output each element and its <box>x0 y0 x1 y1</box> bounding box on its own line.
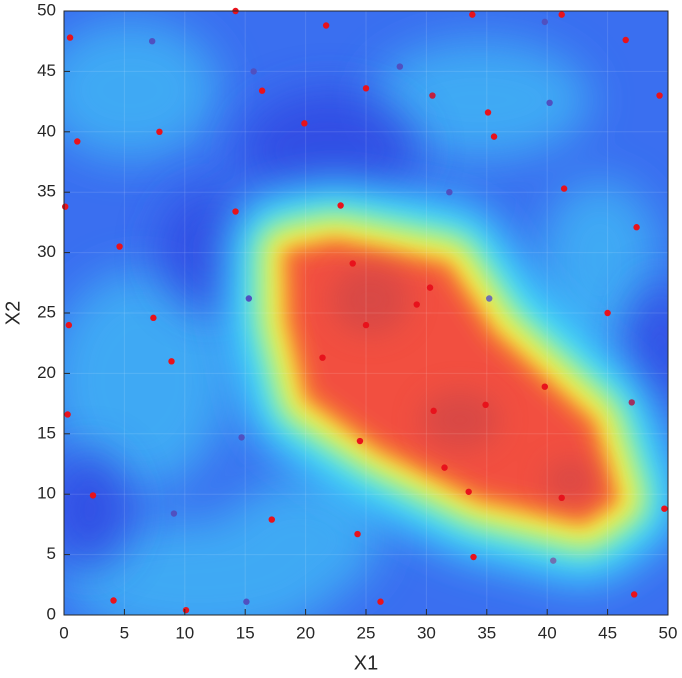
ticks: 0 5 10 15 20 25 30 35 40 45 50 0 5 10 15 20 25 30 35 40 45 50 <box>37 0 677 642</box>
x-tick-label: 15 <box>236 623 255 642</box>
data-point <box>486 295 493 302</box>
data-point <box>377 598 384 605</box>
y-tick-label: 0 <box>47 604 56 623</box>
y-tick-label: 15 <box>37 423 56 442</box>
data-point <box>470 553 477 561</box>
data-point <box>64 411 71 418</box>
data-point <box>258 87 266 94</box>
data-point <box>238 434 245 441</box>
data-point <box>441 464 448 471</box>
data-point <box>560 185 568 192</box>
data-point <box>362 85 370 92</box>
data-point <box>322 22 330 29</box>
data-point <box>116 243 123 250</box>
y-tick-label: 25 <box>37 302 56 321</box>
data-point <box>66 34 74 41</box>
data-point <box>182 606 190 614</box>
y-tick-label: 5 <box>47 544 56 563</box>
data-point <box>426 284 434 291</box>
y-tick-label: 20 <box>37 363 56 382</box>
data-point <box>633 224 640 231</box>
data-point <box>541 18 548 26</box>
data-point <box>150 314 157 322</box>
data-point <box>413 301 420 308</box>
data-point <box>630 591 638 598</box>
data-point <box>465 488 472 495</box>
x-tick-label: 25 <box>357 623 376 642</box>
data-point <box>469 11 476 18</box>
x-tick-label: 45 <box>598 623 617 642</box>
y-axis-label: X2 <box>2 301 24 325</box>
x-tick-label: 30 <box>417 623 436 642</box>
data-point <box>558 494 565 502</box>
data-point <box>245 295 253 302</box>
data-point <box>604 309 611 317</box>
y-tick-label: 50 <box>37 0 56 19</box>
x-tick-label: 10 <box>175 623 194 642</box>
x-tick-label: 35 <box>477 623 496 642</box>
data-point <box>243 598 250 605</box>
data-point <box>430 407 437 415</box>
data-point <box>148 38 156 45</box>
data-point <box>62 203 69 210</box>
data-point <box>319 354 326 361</box>
data-point <box>356 437 364 445</box>
x-tick-label: 5 <box>120 623 129 642</box>
heatmap <box>64 11 668 615</box>
data-point <box>558 11 565 18</box>
data-point <box>362 321 370 329</box>
data-point <box>484 109 492 116</box>
data-point <box>65 321 73 329</box>
data-point <box>546 99 553 107</box>
data-point <box>446 189 453 196</box>
data-point <box>541 383 548 390</box>
data-point <box>170 510 178 517</box>
y-tick-label: 35 <box>37 182 56 201</box>
data-point <box>482 401 489 409</box>
data-point <box>232 208 239 215</box>
x-tick-label: 20 <box>296 623 315 642</box>
y-tick-label: 45 <box>37 61 56 80</box>
x-axis-label: X1 <box>354 652 378 674</box>
data-point <box>656 92 663 99</box>
data-point <box>268 516 275 523</box>
x-tick-label: 0 <box>59 623 68 642</box>
data-point <box>349 260 356 267</box>
data-point <box>396 63 404 70</box>
y-tick-label: 40 <box>37 121 56 140</box>
data-point <box>337 202 344 209</box>
data-point <box>74 138 81 145</box>
data-point <box>429 92 436 99</box>
data-point <box>354 530 361 538</box>
data-point <box>250 68 257 75</box>
x-tick-label: 50 <box>659 623 678 642</box>
x-tick-label: 40 <box>538 623 557 642</box>
data-point <box>490 133 498 140</box>
y-tick-label: 10 <box>37 484 56 503</box>
data-point <box>301 120 308 127</box>
data-point <box>168 358 175 365</box>
data-point <box>156 128 163 135</box>
data-point <box>628 399 635 406</box>
data-point <box>661 505 668 512</box>
data-point <box>622 36 629 44</box>
y-tick-label: 30 <box>37 242 56 261</box>
data-point <box>89 492 97 499</box>
data-point <box>110 597 117 604</box>
data-point <box>550 557 557 564</box>
